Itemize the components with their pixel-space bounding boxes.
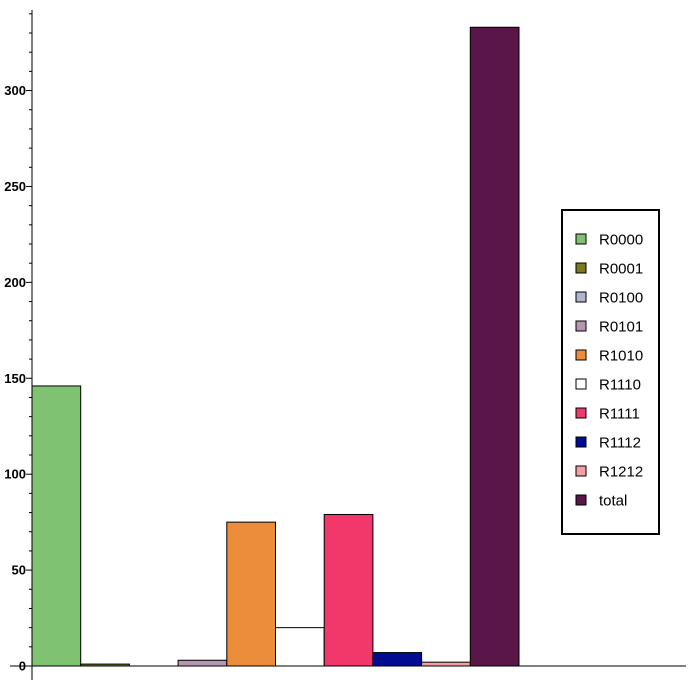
legend-swatch-total (575, 494, 587, 506)
y-tick-label: 0 (19, 659, 26, 674)
axes-group (10, 10, 686, 680)
bars-group (31, 26, 520, 667)
bar-r0101 (177, 659, 228, 667)
y-tick-label: 150 (4, 371, 26, 386)
legend-label-r0100: R0100 (599, 290, 643, 307)
legend-swatch-r1111 (575, 407, 587, 419)
y-tick-label: 200 (4, 275, 26, 290)
legend-box (561, 209, 660, 535)
legend-label-total: total (599, 493, 627, 510)
legend-label-r1010: R1010 (599, 348, 643, 365)
legend-swatch-r1112 (575, 436, 587, 448)
legend-swatch-r1110 (575, 378, 587, 390)
legend-swatch-r0000 (575, 233, 587, 245)
y-ticks-group: 0 50 100 150 200 250 300 (4, 13, 32, 674)
bar-r1112 (372, 652, 423, 667)
bar-r1110 (275, 627, 325, 667)
bar-r1212 (421, 661, 471, 667)
legend: R0000 R0001 R0100 R0101 R1010 R1110 R1111 R1112… (561, 209, 660, 535)
legend-label-r0101: R0101 (599, 319, 643, 336)
legend-label-r1112: R1112 (599, 435, 641, 452)
legend-label-r0000: R0000 (599, 232, 643, 249)
legend-label-r1111: R1111 (599, 406, 640, 423)
y-tick-label: 250 (4, 179, 26, 194)
bar-r1010 (226, 521, 277, 667)
legend-label-r0001: R0001 (599, 261, 643, 278)
bar-r1111 (323, 513, 374, 667)
legend-label-r1212: R1212 (599, 464, 643, 481)
legend-label-r1110: R1110 (599, 377, 641, 394)
y-tick-label: 100 (4, 467, 26, 482)
y-tick-label: 50 (12, 563, 26, 578)
legend-swatch-r0100 (575, 291, 587, 303)
legend-swatch-r0101 (575, 320, 587, 332)
bar-r0000 (31, 385, 82, 667)
bar-total (469, 26, 520, 667)
legend-swatch-r0001 (575, 262, 587, 274)
legend-swatch-r1010 (575, 349, 587, 361)
y-tick-label: 300 (4, 83, 26, 98)
legend-swatch-r1212 (575, 465, 587, 477)
